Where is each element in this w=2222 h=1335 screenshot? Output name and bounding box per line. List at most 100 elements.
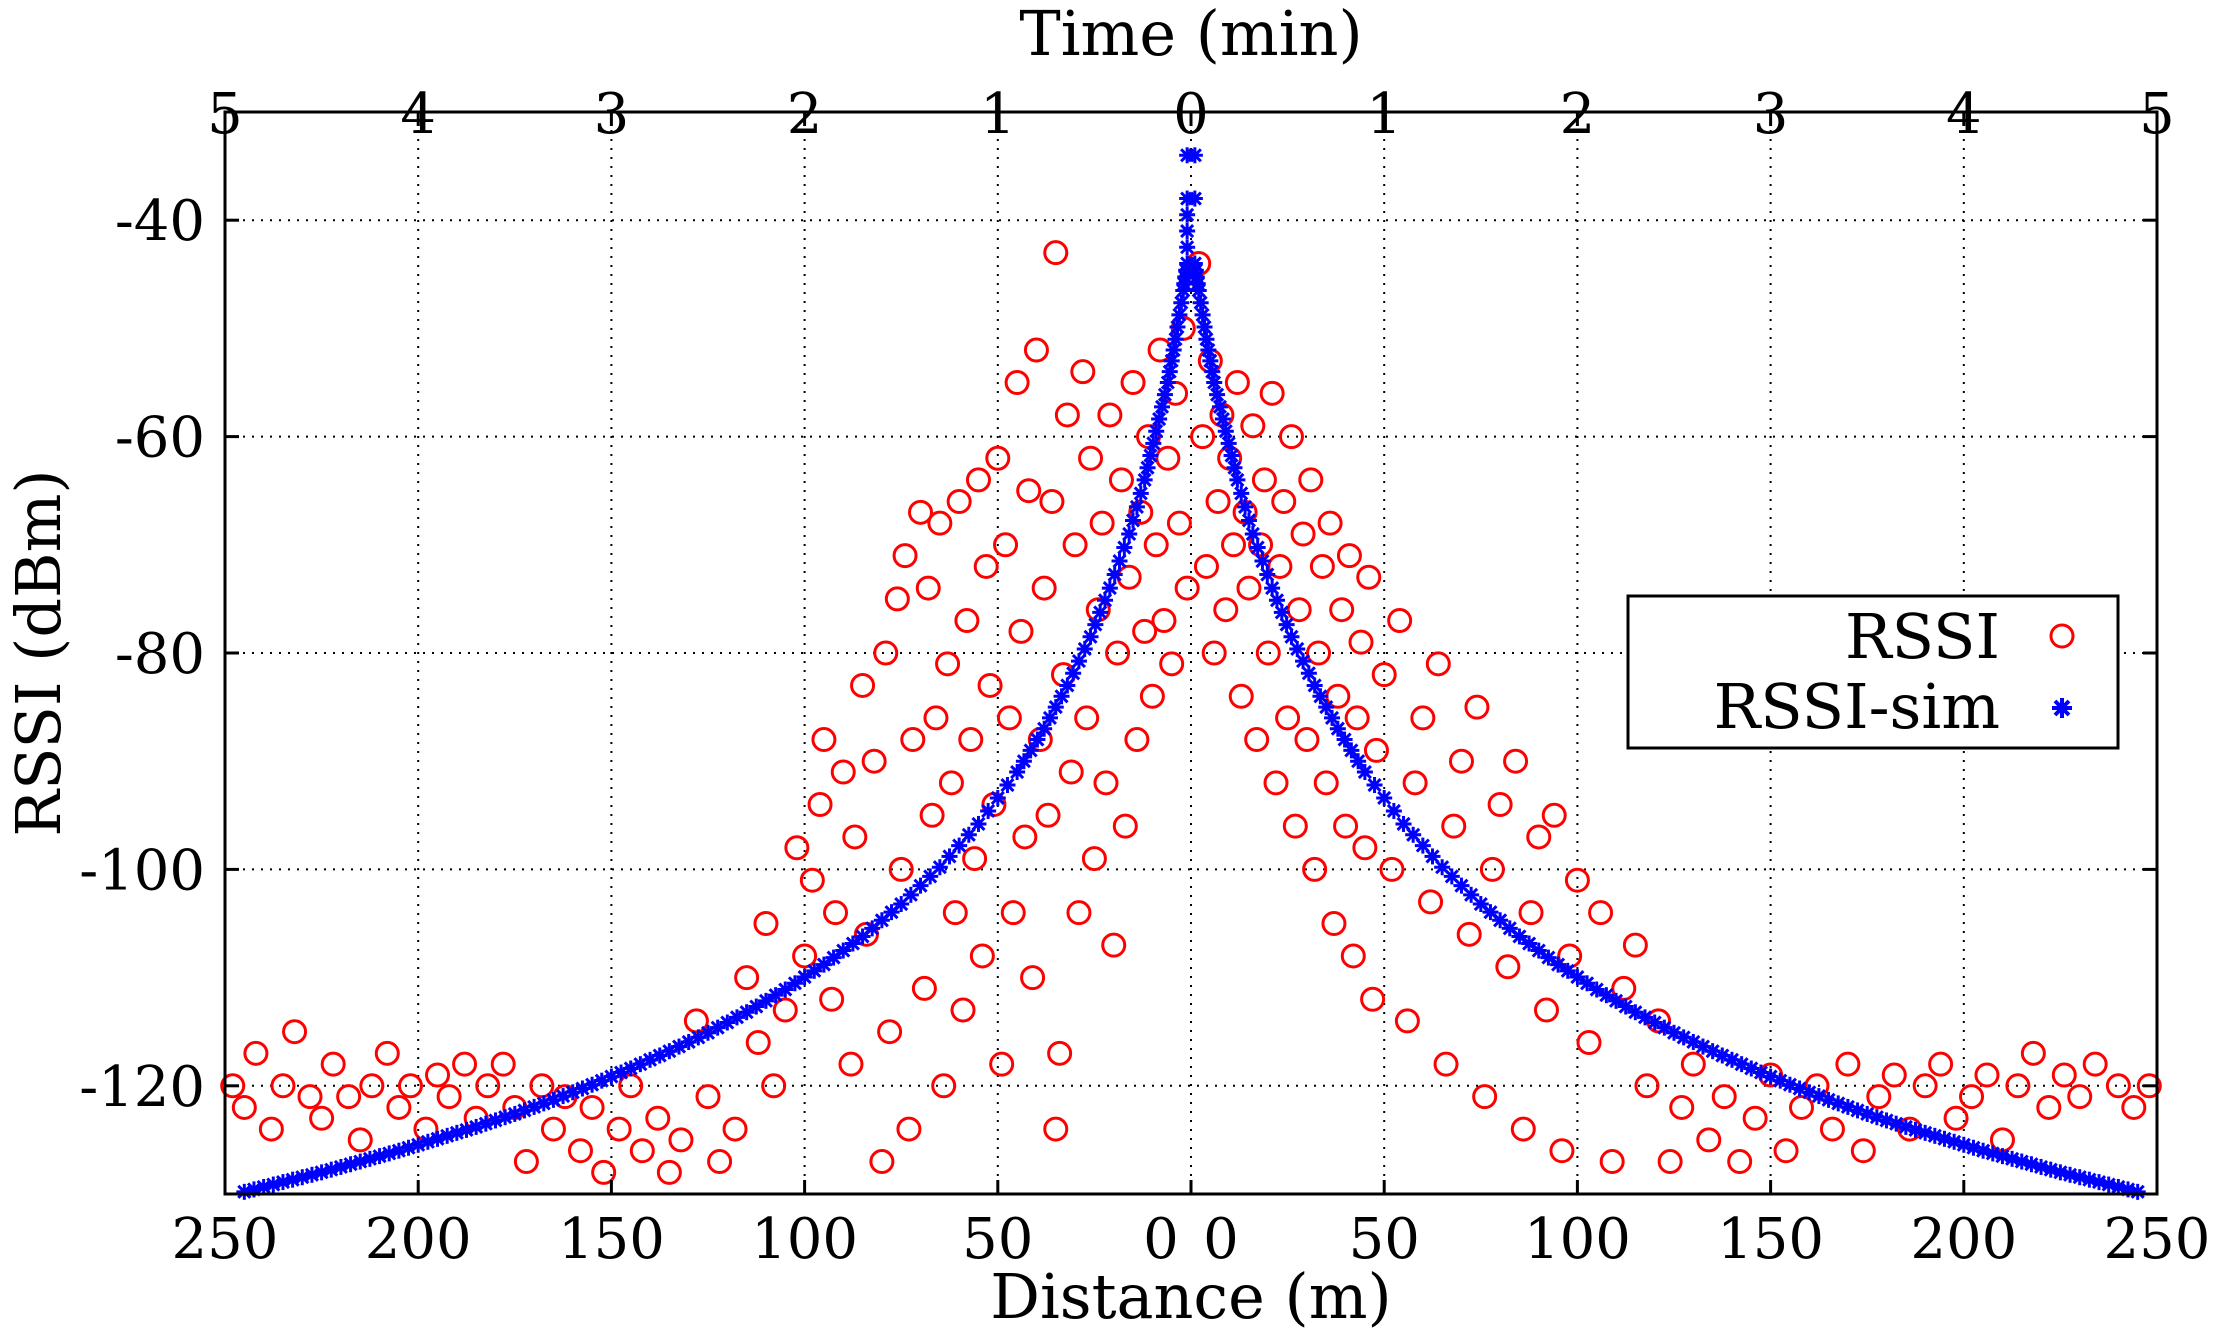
legend-label-rssi-sim: RSSI-sim	[1714, 670, 2000, 743]
rssi-sim-point	[825, 949, 842, 966]
rssi-sim-point	[1179, 223, 1196, 240]
rssi-point	[1518, 900, 1544, 926]
rssi-sim-point	[1501, 920, 1518, 937]
rssi-point	[2005, 1073, 2031, 1099]
rssi-point	[1124, 727, 1150, 753]
rssi-point	[1244, 727, 1270, 753]
rssi-point	[1151, 608, 1177, 634]
rssi-sim-point	[1106, 566, 1123, 583]
rssi-point	[425, 1062, 451, 1088]
rssi-sim-point	[2071, 1169, 2088, 1186]
rssi-sim-point	[1159, 374, 1176, 391]
x-tick-label: 50	[1349, 1207, 1420, 1272]
rssi-point	[336, 1084, 362, 1110]
rssi-point	[772, 997, 798, 1023]
rssi-point	[1974, 1062, 2000, 1088]
rssi-sim-point	[1125, 512, 1142, 529]
rssi-sim-point	[1214, 411, 1231, 428]
rssi-point	[1213, 597, 1239, 623]
rssi-sim-point	[1217, 423, 1234, 440]
x-tick-label: 150	[558, 1207, 665, 1272]
rssi-point	[1657, 1149, 1683, 1175]
rssi-sim-point	[777, 981, 794, 998]
rssi-point	[1329, 597, 1355, 623]
rssi-point	[1943, 1105, 1969, 1131]
rssi-point	[347, 1127, 373, 1153]
rssi-sim-point	[1101, 580, 1118, 597]
rssi-sim-point	[1598, 987, 1615, 1004]
x-axis-title: Distance (m)	[990, 1260, 1391, 1333]
rssi-point	[1155, 445, 1181, 471]
rssi-point	[645, 1105, 671, 1131]
x2-tick-label: 1	[1366, 82, 1402, 147]
rssi-point	[1290, 521, 1316, 547]
rssi-sim-point	[1209, 386, 1226, 403]
x2-tick-label: 2	[787, 82, 823, 147]
x-tick-label: 200	[365, 1207, 472, 1272]
rssi-sim-point	[767, 987, 784, 1004]
x2-tick-label: 1	[980, 82, 1016, 147]
x-tick-label: 100	[1524, 1207, 1631, 1272]
rssi-sim-point	[1186, 190, 1203, 207]
rssi-point	[842, 824, 868, 850]
rssi-point	[938, 770, 964, 796]
rssi-sim-point	[1300, 665, 1317, 682]
rssi-point	[958, 727, 984, 753]
rssi-point	[629, 1138, 655, 1164]
rssi-sim-point	[1220, 435, 1237, 452]
rssi-sim-point	[1139, 459, 1156, 476]
rssi-point	[1108, 467, 1134, 493]
x2-tick-label: 5	[2139, 82, 2175, 147]
rssi-point	[1271, 489, 1297, 515]
rssi-point	[923, 705, 949, 731]
rssi-sim-point	[1202, 352, 1219, 369]
rssi-point	[2051, 1062, 2077, 1088]
top-axis-title: Time (min)	[1019, 0, 1362, 70]
rssi-sim-point	[294, 1169, 311, 1186]
y-axis-title: RSSI (dBm)	[2, 469, 75, 836]
rssi-point	[1363, 737, 1389, 763]
rssi-point	[1105, 640, 1131, 666]
rssi-point	[850, 672, 876, 698]
rssi-point	[1224, 370, 1250, 395]
rssi-point	[1240, 413, 1266, 439]
rssi-point	[1317, 510, 1343, 536]
rssi-sim-point	[960, 826, 977, 843]
rssi-point	[1035, 802, 1061, 828]
rssi-point	[1097, 402, 1123, 428]
rssi-point	[1441, 813, 1467, 839]
rssi-sim-point	[1022, 742, 1039, 759]
rssi-sim-point	[1405, 826, 1422, 843]
x-tick-label: 50	[962, 1207, 1033, 1272]
rssi-sim-point	[1128, 498, 1145, 515]
rssi-sim-point	[738, 1004, 755, 1021]
rssi-point	[819, 986, 845, 1012]
rssi-point	[579, 1094, 605, 1120]
rssi-point	[1789, 1094, 1815, 1120]
rssi-point	[985, 445, 1011, 471]
rssi-sim-point	[1171, 306, 1188, 323]
rssi-point	[1062, 532, 1088, 558]
rssi-sim-point	[1223, 447, 1240, 464]
rssi-sim-point	[1376, 789, 1393, 806]
rssi-point	[935, 651, 961, 677]
rssi-point	[1047, 1040, 1073, 1066]
rssi-sim-point	[1249, 539, 1266, 556]
rssi-point	[1479, 856, 1505, 882]
rssi-sim-point	[1116, 539, 1133, 556]
rssi-point	[1680, 1051, 1706, 1077]
rssi-point	[1564, 867, 1590, 893]
rssi-point	[1306, 640, 1332, 666]
rssi-point	[1236, 575, 1262, 601]
rssi-point	[1510, 1116, 1536, 1142]
rssi-sim-point	[951, 837, 968, 854]
rssi-sim-point	[844, 935, 861, 952]
rssi-point	[1533, 997, 1559, 1023]
rssi-sim-point	[1009, 764, 1026, 781]
rssi-point	[1472, 1084, 1498, 1110]
rssi-sim-point	[815, 956, 832, 973]
rssi-sim-point	[1196, 319, 1213, 336]
rssi-point	[1541, 802, 1567, 828]
rssi-point	[830, 759, 856, 785]
rssi-point	[1549, 1138, 1575, 1164]
